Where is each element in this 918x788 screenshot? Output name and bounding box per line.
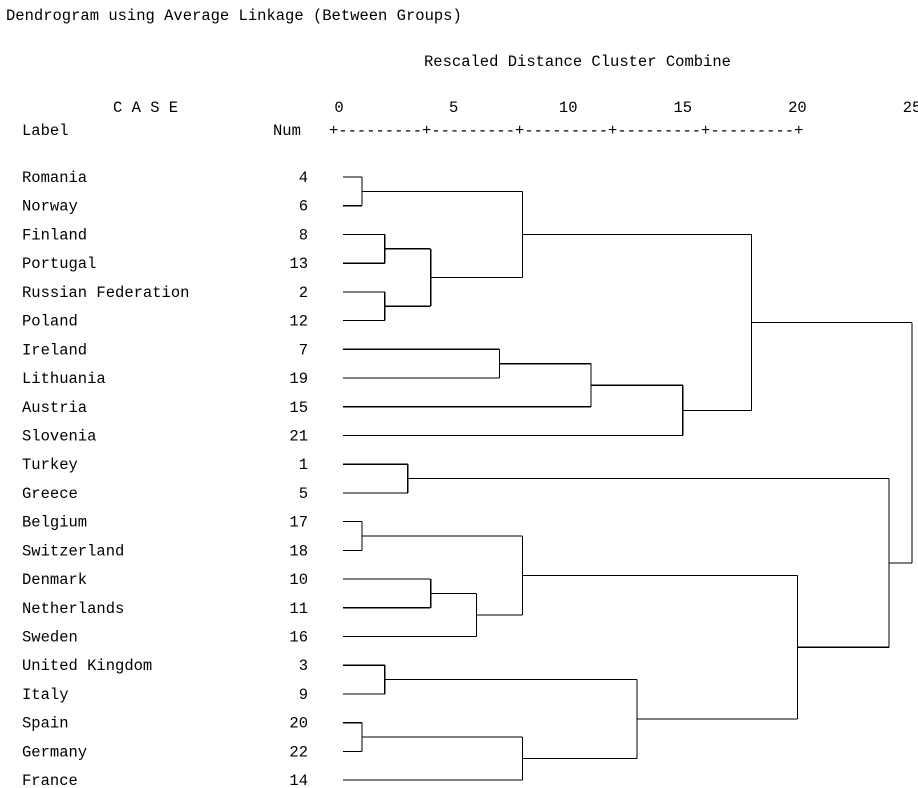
case-number: 7 <box>299 341 308 359</box>
case-number: 19 <box>289 370 308 388</box>
case-number: 8 <box>299 226 308 244</box>
case-number: 9 <box>299 686 308 704</box>
dendrogram-tree <box>343 176 913 781</box>
case-number: 5 <box>299 485 308 503</box>
case-label: Greece <box>22 485 78 503</box>
case-label: Belgium <box>22 514 87 532</box>
case-label: Spain <box>22 715 69 733</box>
case-number: 3 <box>299 657 308 675</box>
case-label: Germany <box>22 743 87 761</box>
case-label: Lithuania <box>22 370 106 388</box>
case-number: 4 <box>299 169 308 187</box>
case-number: 16 <box>289 629 308 647</box>
case-label: Romania <box>22 169 87 187</box>
case-number: 10 <box>289 571 308 589</box>
case-number: 18 <box>289 542 308 560</box>
case-label: France <box>22 772 78 788</box>
case-label: Austria <box>22 399 87 417</box>
case-number: 15 <box>289 399 308 417</box>
case-number: 1 <box>299 456 308 474</box>
axis-subtitle: Rescaled Distance Cluster Combine <box>424 53 731 71</box>
case-label: Portugal <box>22 255 96 273</box>
case-number: 2 <box>299 284 308 302</box>
axis-tick-label: 10 <box>559 99 578 117</box>
case-number: 11 <box>289 600 308 618</box>
axis-tick-label: 5 <box>449 99 458 117</box>
case-label: Finland <box>22 226 87 244</box>
axis-tick-label: 25 <box>903 99 918 117</box>
dendrogram-title: Dendrogram using Average Linkage (Betwee… <box>6 7 462 25</box>
case-label: Poland <box>22 313 78 331</box>
case-label: Denmark <box>22 571 87 589</box>
axis-tick-label: 0 <box>334 99 343 117</box>
case-number: 13 <box>289 255 308 273</box>
case-label: Ireland <box>22 341 87 359</box>
case-number: 14 <box>289 772 308 788</box>
case-number: 17 <box>289 514 308 532</box>
case-number: 6 <box>299 198 308 216</box>
case-header: C A S E <box>113 99 178 117</box>
axis-tick-label: 15 <box>673 99 692 117</box>
case-label: Sweden <box>22 629 78 647</box>
label-header: Label <box>22 122 69 140</box>
case-label: Italy <box>22 686 69 704</box>
case-label: Netherlands <box>22 600 124 618</box>
axis-tick-labels: 0 5 10 15 20 25 <box>334 99 918 117</box>
case-label: Switzerland <box>22 542 124 560</box>
case-number: 21 <box>289 427 308 445</box>
case-label: United Kingdom <box>22 657 152 675</box>
axis-ruler: +---------+---------+---------+---------… <box>329 122 803 140</box>
num-header: Num <box>273 122 301 140</box>
case-label: Norway <box>22 198 78 216</box>
case-label: Slovenia <box>22 427 96 445</box>
case-label: Turkey <box>22 456 78 474</box>
case-label: Russian Federation <box>22 284 189 302</box>
case-number: 20 <box>289 715 308 733</box>
case-number: 12 <box>289 313 308 331</box>
axis-tick-label: 20 <box>788 99 807 117</box>
case-labels: Romania Norway Finland Portugal Russian Fede… <box>22 169 189 788</box>
case-number: 22 <box>289 743 308 761</box>
